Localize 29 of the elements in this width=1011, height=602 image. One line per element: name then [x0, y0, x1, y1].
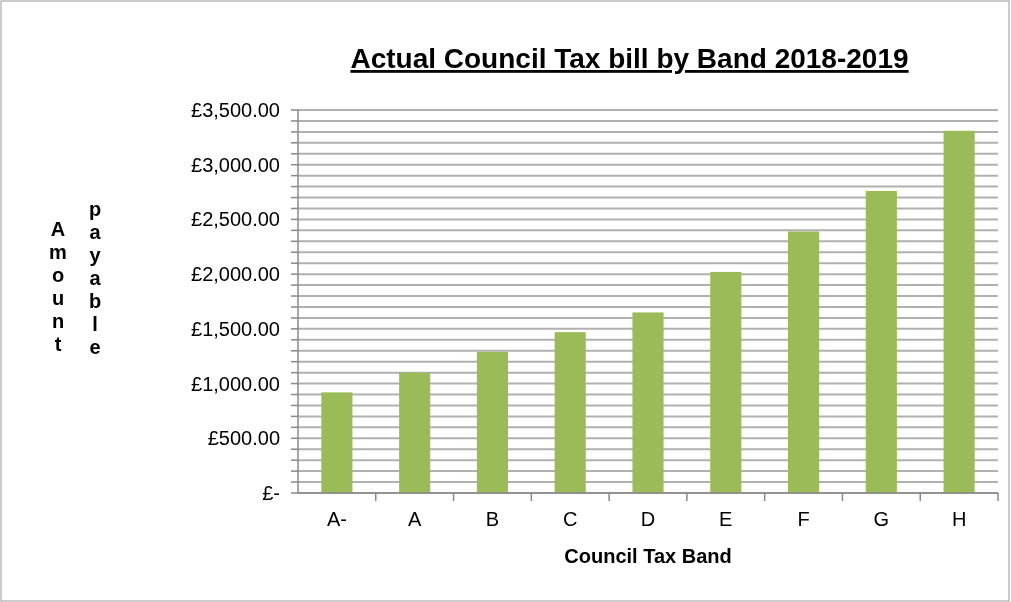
x-tick-label: A-: [326, 508, 347, 530]
bar: [321, 392, 353, 493]
y-tick-label: £2,500.00: [191, 208, 280, 231]
y-tick-label: £3,000.00: [191, 153, 280, 176]
bar: [554, 332, 586, 493]
x-tick-label: C: [563, 508, 578, 530]
x-axis-title: Council Tax Band: [564, 545, 732, 567]
chart-title: Actual Council Tax bill by Band 2018-2019: [350, 43, 909, 74]
y-tick-label: £3,500.00: [191, 99, 280, 121]
bar: [710, 271, 742, 493]
bar: [399, 372, 431, 493]
x-tick-label: A: [407, 508, 422, 530]
x-tick-label: B: [485, 508, 500, 530]
bar: [788, 231, 820, 493]
y-tick-label: £500.00: [207, 427, 280, 450]
y-tick-label: £1,000.00: [191, 372, 280, 395]
y-tick-label: £1,500.00: [191, 317, 280, 340]
bar: [865, 190, 897, 493]
x-tick-label: F: [797, 508, 810, 530]
bar: [476, 351, 508, 493]
x-tick-label: H: [951, 508, 967, 530]
x-tick-label: D: [640, 508, 656, 530]
y-tick-label: £2,000.00: [191, 263, 280, 286]
x-tick-label: E: [719, 508, 733, 530]
y-axis-title: Amount payable: [47, 198, 106, 359]
bar: [943, 130, 975, 493]
y-tick-label: £-: [262, 482, 280, 504]
bar: [632, 312, 664, 493]
x-tick-label: G: [873, 508, 890, 530]
